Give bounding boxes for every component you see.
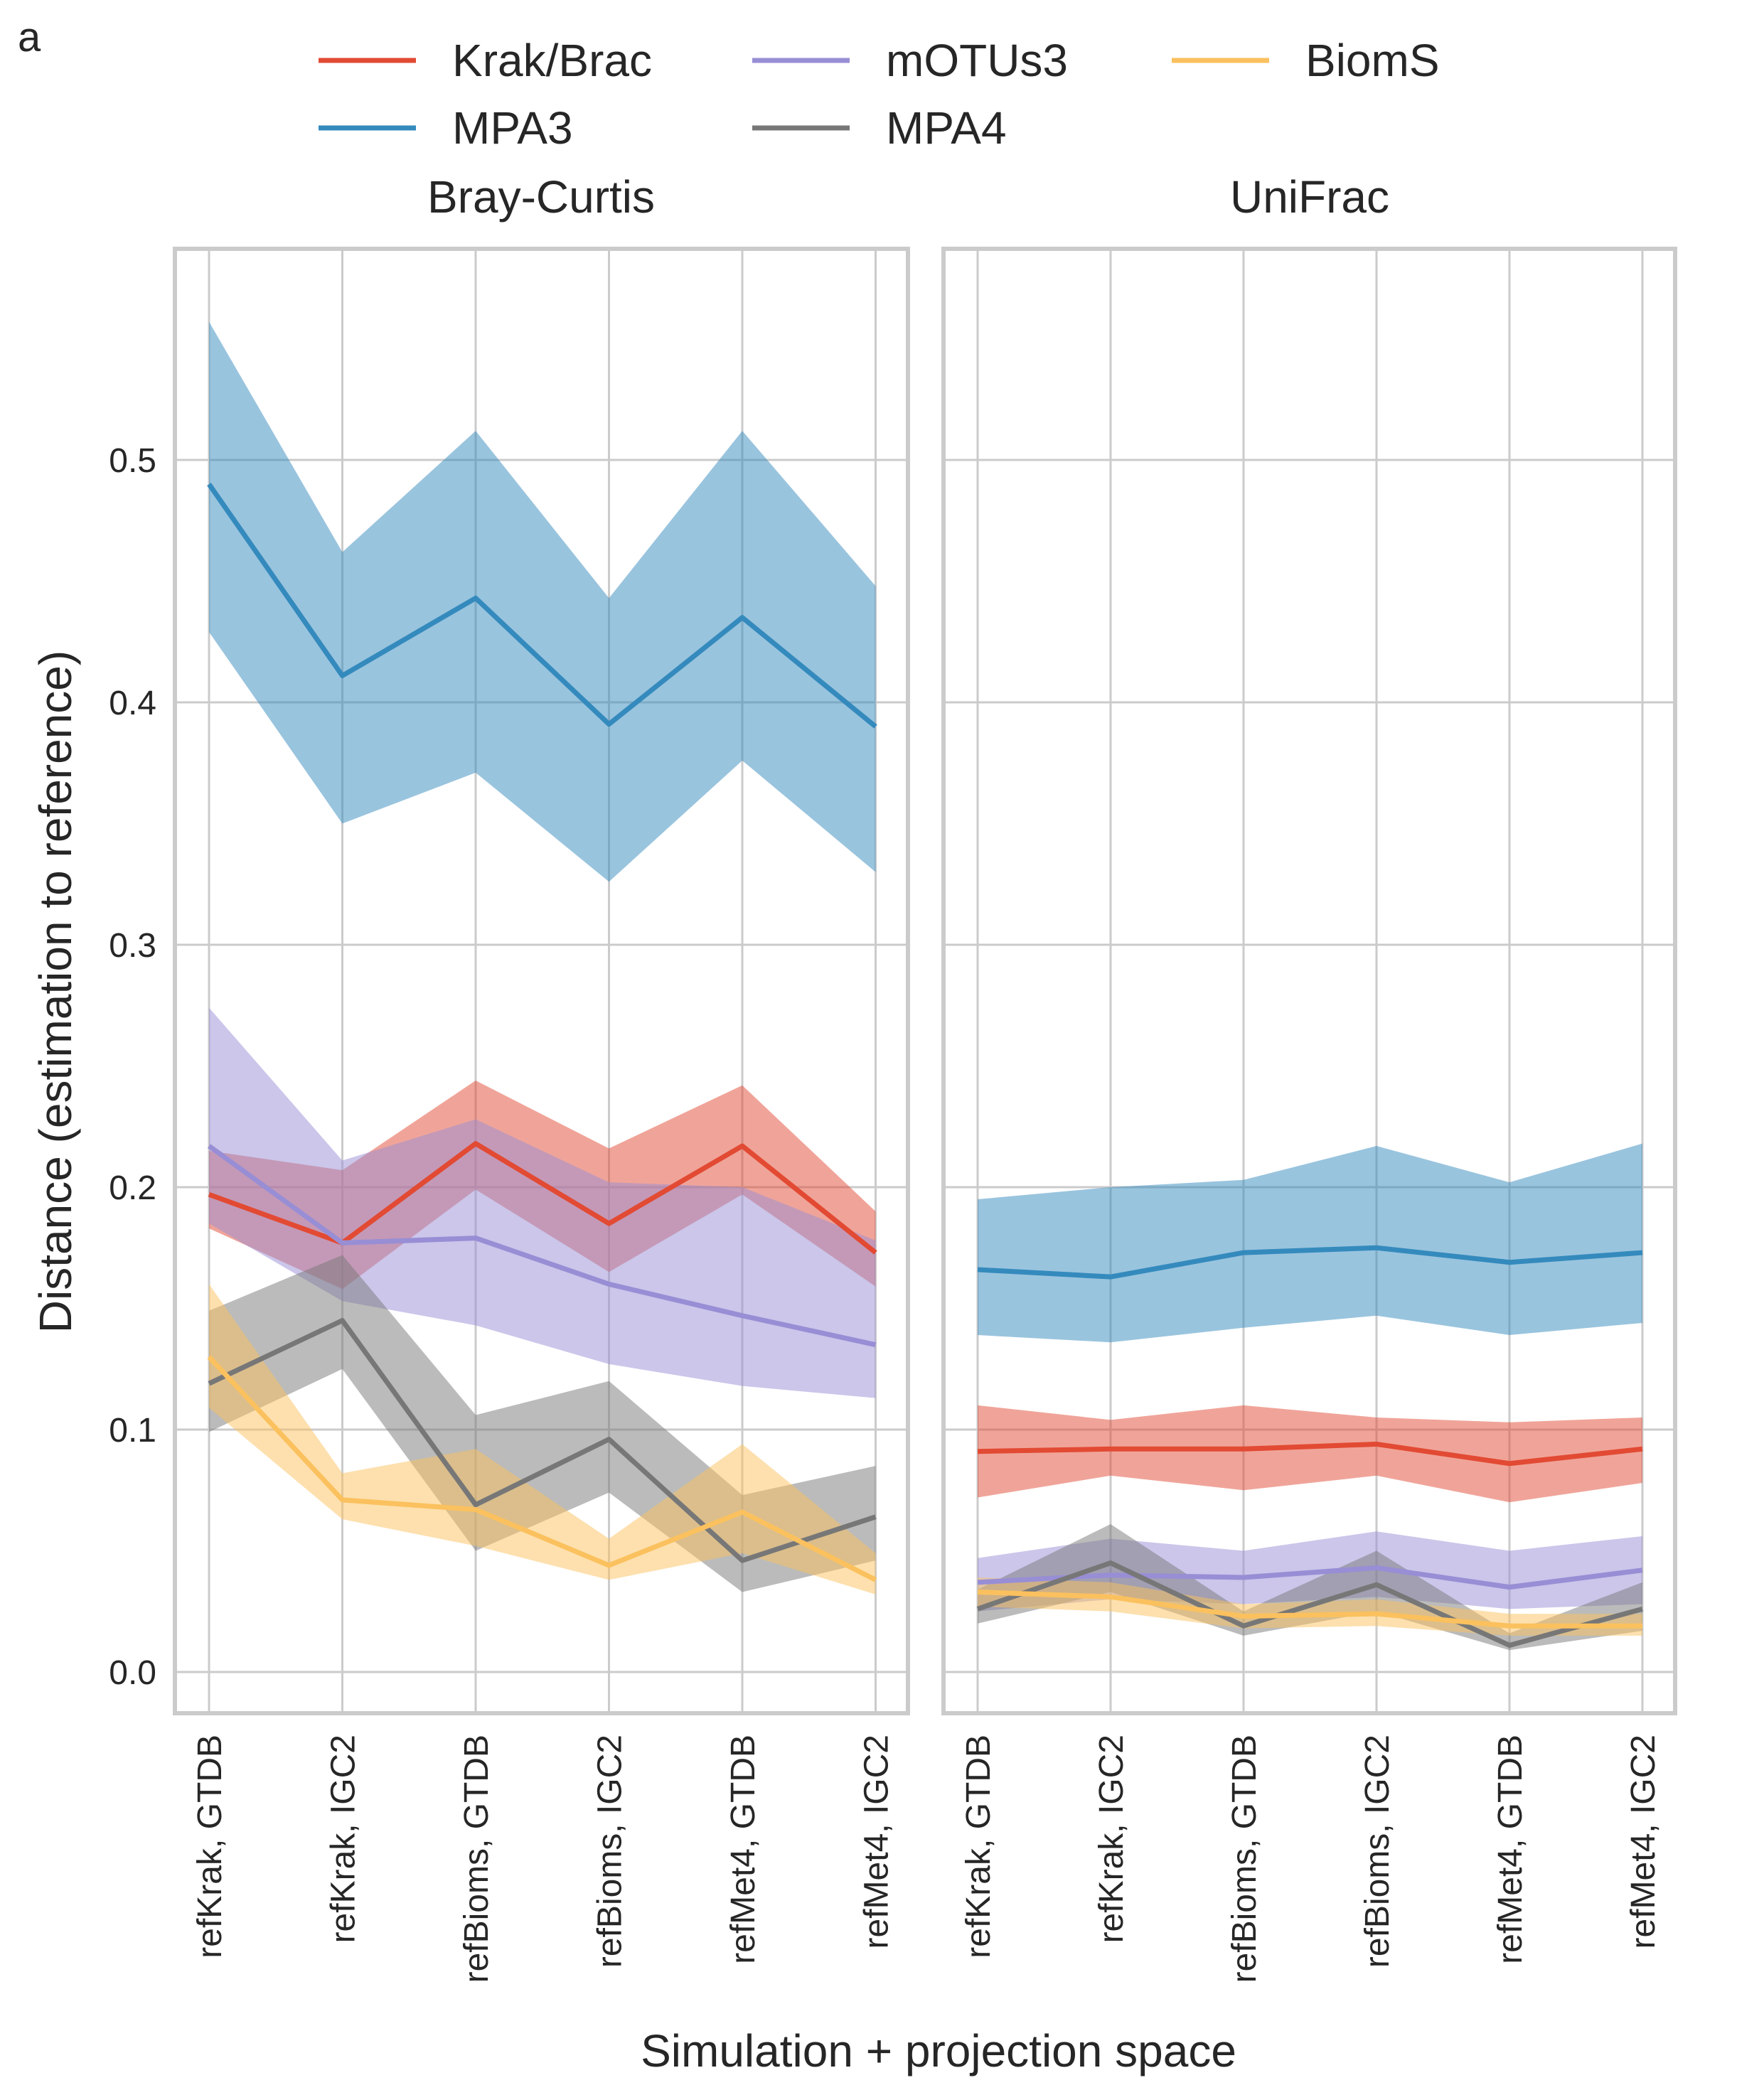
line-krak-brac — [977, 1441, 1643, 1467]
line-krak-brac — [208, 1141, 877, 1255]
legend-label-bioms: BiomS — [1305, 35, 1440, 86]
x-axis-label: Simulation + projection space — [641, 2025, 1236, 2076]
legend-label-mpa3: MPA3 — [452, 102, 573, 154]
y-tick-label: 0.1 — [109, 1412, 156, 1449]
x-tick-label: refBioms, GTDB — [458, 1735, 496, 1983]
legend-label-mpa4: MPA4 — [886, 102, 1007, 154]
y-tick-label: 0.2 — [109, 1169, 156, 1207]
line-mpa3 — [207, 483, 877, 729]
line-bioms — [977, 1589, 1642, 1629]
y-axis-label: Distance (estimation to reference) — [30, 650, 81, 1333]
figure-panel-label: a — [18, 14, 41, 60]
x-tick-label: refKrak, GTDB — [191, 1735, 229, 1958]
y-tick-label: 0.5 — [109, 442, 156, 480]
x-tick-label: refMet4, GTDB — [1492, 1735, 1529, 1964]
band-krak-brac — [978, 1405, 1642, 1503]
band-mpa3 — [978, 1143, 1642, 1343]
y-tick-label: 0.3 — [109, 927, 156, 965]
band-mpa3 — [209, 321, 876, 882]
x-tick-label: refMet4, IGC2 — [1625, 1735, 1662, 1949]
legend: Krak/Brac MPA3 mOTUs3 MPA4 BiomS — [319, 35, 1440, 154]
x-tick-label: refKrak, GTDB — [960, 1735, 998, 1958]
line-mpa3 — [977, 1245, 1643, 1280]
x-tick-label: refMet4, GTDB — [725, 1735, 762, 1964]
x-tick-label: refBioms, IGC2 — [1359, 1735, 1396, 1968]
legend-label-krak-brac: Krak/Brac — [452, 35, 652, 86]
plot-frame — [173, 247, 910, 1715]
panel-title-unifrac: UniFrac — [1230, 171, 1389, 223]
line-bioms — [207, 1355, 877, 1582]
line-motus3 — [977, 1565, 1643, 1590]
x-tick-label: refKrak, IGC2 — [325, 1735, 363, 1943]
band-bioms — [209, 1284, 876, 1595]
line-mpa4 — [208, 1318, 877, 1563]
x-tick-label: refKrak, IGC2 — [1093, 1735, 1130, 1943]
panel-bray-curtis: Bray-Curtis 0.0 0.1 0.2 0.3 0.4 0.5 refKrak, G… — [109, 171, 910, 1983]
x-tick-label: refBioms, IGC2 — [592, 1735, 629, 1968]
x-tick-label: refBioms, GTDB — [1226, 1735, 1263, 1983]
line-mpa4 — [976, 1560, 1643, 1648]
y-tick-label: 0.0 — [109, 1654, 156, 1692]
plot-frame — [941, 247, 1677, 1715]
panel-unifrac: UniFrac refKrak, GTDB refKrak, IGC2 refBio… — [941, 171, 1677, 1983]
y-tick-label: 0.4 — [109, 685, 156, 722]
legend-label-motus3: mOTUs3 — [886, 35, 1068, 86]
x-tick-label: refMet4, IGC2 — [858, 1735, 896, 1949]
panel-title-bray-curtis: Bray-Curtis — [427, 171, 655, 223]
line-motus3 — [207, 1144, 877, 1348]
